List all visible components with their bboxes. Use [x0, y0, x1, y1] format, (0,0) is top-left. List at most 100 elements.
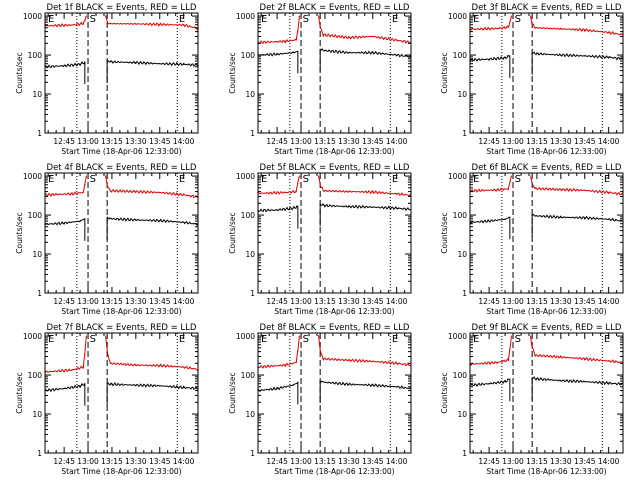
series-line-lld-seg-0 [257, 16, 300, 45]
data-point-lld [507, 26, 509, 28]
x-tick-label: 13:00 [290, 297, 312, 306]
data-point-lld [496, 361, 498, 364]
y-tick-label: 10 [245, 90, 255, 99]
y-tick-label: 1000 [23, 172, 42, 181]
marker-label: E [48, 174, 54, 185]
data-point-lld [372, 191, 374, 193]
data-point-lld [322, 190, 324, 192]
data-point-events [79, 220, 81, 222]
marker-label: E [604, 174, 610, 185]
series-events [44, 216, 199, 241]
y-tick-label: 10 [245, 250, 255, 259]
chart-title: Det 6f BLACK = Events, RED = LLD [472, 163, 622, 173]
data-point-lld [319, 350, 321, 352]
x-tick-label: 13:00 [502, 457, 524, 466]
data-point-events [504, 381, 506, 383]
marker-label: E [604, 14, 610, 25]
y-axis-label: Counts/sec [15, 212, 24, 253]
y-tick-label: 100 [453, 51, 468, 60]
series-line-events-seg-1 [320, 48, 412, 59]
x-tick-label: 12:45 [53, 297, 75, 306]
y-tick-label: 100 [28, 371, 43, 380]
chart-title: Det 4f BLACK = Events, RED = LLD [47, 163, 197, 173]
series-line-events-seg-0 [469, 378, 510, 387]
data-point-lld [84, 20, 86, 22]
x-tick-label: 12:45 [266, 297, 288, 306]
x-tick-label: 13:30 [550, 297, 572, 306]
data-point-events [276, 388, 278, 390]
x-tick-label: 13:30 [125, 137, 147, 146]
y-tick-label: 10 [457, 90, 467, 99]
marker-label: E [48, 14, 54, 25]
y-tick-label: 1 [37, 289, 42, 298]
series-line-lld-seg-1 [105, 335, 199, 371]
data-point-lld [298, 15, 300, 17]
x-tick-label: 13:15 [526, 297, 548, 306]
series-line-lld-seg-0 [469, 16, 512, 31]
y-tick-label: 10 [245, 410, 255, 419]
y-axis-label: Counts/sec [228, 52, 237, 93]
series-lld [469, 15, 624, 36]
plot-frame [44, 12, 199, 134]
data-point-lld [318, 175, 320, 177]
y-tick-label: 1000 [236, 332, 255, 341]
marker-label: S [303, 174, 309, 185]
marker-label: S [90, 14, 96, 25]
data-point-lld [608, 31, 610, 34]
series-line-lld-seg-1 [318, 335, 412, 367]
data-point-events [608, 56, 610, 58]
data-point-lld [348, 191, 350, 193]
data-point-events [276, 209, 278, 211]
data-point-events [183, 386, 185, 389]
data-point-events [396, 207, 398, 209]
y-tick-label: 1000 [23, 12, 42, 21]
x-tick-label: 13:00 [77, 457, 99, 466]
data-point-lld [85, 175, 87, 177]
data-point-lld [584, 189, 586, 191]
data-point-events [292, 52, 294, 54]
data-point-lld [396, 193, 398, 195]
y-axis-label: Counts/sec [440, 212, 449, 253]
data-point-lld [531, 347, 533, 349]
data-point-events [292, 207, 294, 209]
x-tick-label: 13:30 [338, 137, 360, 146]
data-point-lld [510, 335, 512, 337]
data-point-lld [84, 184, 86, 186]
series-line-events-seg-0 [469, 216, 510, 225]
x-tick-label: 13:00 [77, 137, 99, 146]
data-point-lld [496, 189, 498, 191]
series-line-events-seg-0 [257, 205, 299, 213]
data-point-lld [135, 364, 137, 366]
data-point-events [584, 55, 586, 57]
x-tick-label: 13:45 [149, 297, 171, 306]
y-axis-label: Counts/sec [228, 212, 237, 253]
marker-label: E [473, 334, 479, 345]
marker-label: E [604, 334, 610, 345]
x-tick-label: 12:45 [266, 137, 288, 146]
x-tick-label: 13:00 [290, 457, 312, 466]
data-point-lld [298, 175, 300, 177]
data-point-events [372, 52, 374, 54]
data-point-lld [510, 175, 512, 177]
x-tick-label: 13:30 [125, 457, 147, 466]
plot-frame [257, 172, 412, 294]
data-point-lld [106, 22, 108, 24]
chart-title: Det 8f BLACK = Events, RED = LLD [260, 323, 410, 333]
data-point-lld [608, 191, 610, 194]
data-point-lld [318, 335, 320, 337]
x-axis-label: Start Time (18-Apr-06 12:33:00) [486, 147, 606, 156]
data-point-events [560, 216, 562, 218]
data-point-events [159, 63, 161, 65]
series-events [257, 203, 412, 229]
x-tick-label: 14:00 [173, 457, 195, 466]
data-point-lld [183, 194, 185, 196]
data-point-events [111, 61, 113, 63]
data-point-lld [85, 15, 87, 17]
data-point-lld [396, 39, 398, 41]
x-tick-label: 14:00 [598, 137, 620, 146]
data-point-lld [82, 366, 84, 368]
data-point-lld [82, 191, 84, 194]
data-point-events [324, 205, 326, 207]
